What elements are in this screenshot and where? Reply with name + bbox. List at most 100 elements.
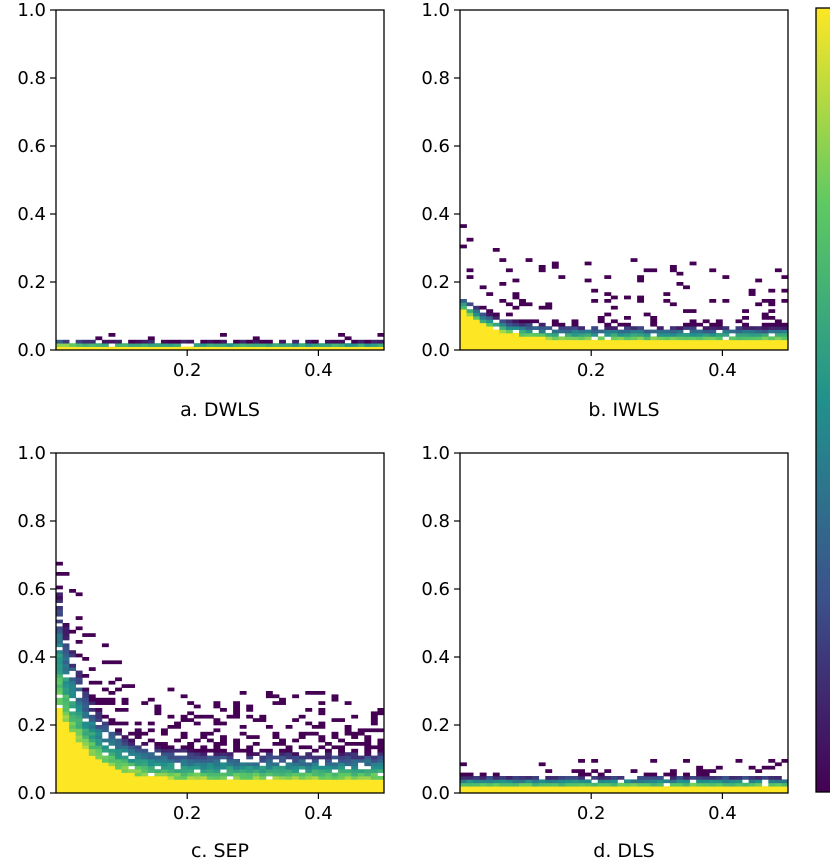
panel-c-bin [147,789,155,794]
panel-c-bin [193,789,201,794]
panel-b-bin [479,329,487,334]
panel-c-bin [121,738,129,743]
panel-c-bin [128,748,136,753]
panel-b-bin [578,346,585,351]
panel-c-bin [344,742,352,746]
panel-c-bin [88,779,96,784]
panel-a-bin [200,339,208,344]
panel-c-bin [344,701,352,705]
panel-c-bin [338,762,345,767]
panel-c-bin [154,755,162,760]
panel-c-bin [206,738,214,743]
panel-b-bin [473,305,481,310]
panel-c-bin [62,633,70,637]
panel-c-bin [141,731,149,736]
panel-b-bin [637,278,645,283]
panel-d-bin [683,759,690,763]
panel-c-bin [344,725,352,729]
panel-a-bin [134,339,142,344]
panel-b-bin [525,319,533,324]
panel-a-bin [174,339,181,344]
panel-b-bin [460,299,467,303]
panel-c-bin [88,769,96,773]
panel-c-bin [56,779,63,784]
panel-c-bin [239,769,247,773]
panel-c-bin [75,742,83,746]
panel-c-bin [147,728,155,733]
panel-c-bin [88,742,96,746]
panel-c-bin [285,755,293,760]
panel-c-bin [101,765,109,770]
panel-d-bin [492,776,500,780]
panel-c-bin [298,745,306,750]
panel-a-bin [187,346,195,351]
panel-c-bin [95,718,103,722]
panel-c-bin [318,789,326,794]
panel-b-bin [505,312,513,317]
panel-c-bin [200,731,208,736]
panel-c-bin [88,721,96,726]
panel-c-bin [56,721,63,726]
panel-c-y-tick-label: 0.6 [17,579,46,600]
panel-c-bin [69,786,77,790]
panel-b-bin [486,292,494,296]
panel-a-bin [213,339,221,344]
panel-c-bin [160,765,168,770]
panel-b-bin [610,343,618,347]
panel-c-bin [167,765,175,770]
panel-c-bin [370,776,378,780]
panel-d-bin [683,786,690,790]
panel-c-bin [75,738,83,743]
panel-c-bin [62,677,70,682]
panel-c-bin [226,752,234,756]
panel-d-bin [643,786,651,790]
panel-b-bin [663,329,671,334]
panel-b-bin [735,326,743,330]
panel-d-bin [643,789,651,794]
panel-c-bin [377,779,385,784]
panel-d-bin [735,782,743,787]
panel-c-y-tick-label: 0.8 [17,511,46,532]
panel-c-bin [154,762,162,767]
panel-d-bin [486,789,494,794]
panel-c-bin [298,786,306,790]
panel-b-bin [460,333,467,337]
panel-a-bin [82,346,90,351]
panel-b-bin [781,288,789,293]
panel-c-bin [252,772,260,777]
panel-c-bin [69,776,77,780]
panel-c-bin [101,786,109,790]
panel-b-bin [499,282,507,286]
panel-c-bin [200,782,208,787]
panel-c-bin [364,759,372,763]
panel-c-bin [75,779,83,784]
panel-b-bin [643,268,651,273]
panel-c-bin [75,714,83,719]
panel-c-bin [239,748,247,753]
panel-d-bins [460,759,789,794]
panel-c-bin [279,748,286,753]
panel-c-bin [95,769,103,773]
panel-c-bin [167,769,175,773]
panel-c-bin [88,633,96,637]
panel-a-bin [200,346,208,351]
panel-b-bin [643,339,651,344]
panel-c-bin [121,786,129,790]
panel-c-bin [180,714,188,719]
panel-b-bin [768,339,776,344]
panel-d-bin [755,789,763,794]
panel-c-bin [75,776,83,780]
panel-a-bin [265,346,273,351]
panel-c-bin [75,728,83,733]
panel-d-bin [460,779,467,784]
panel-b-bin [473,346,481,351]
panel-b-bin [709,299,717,303]
panel-c-bin [174,782,181,787]
panel-d-bin [781,779,789,784]
panel-d-bin [486,776,494,780]
panel-b-bin [755,302,763,307]
panel-c-bin [364,735,372,739]
panel-c-bin [147,752,155,756]
panel-b-bin [486,309,494,313]
panel-c-bin [279,755,286,760]
